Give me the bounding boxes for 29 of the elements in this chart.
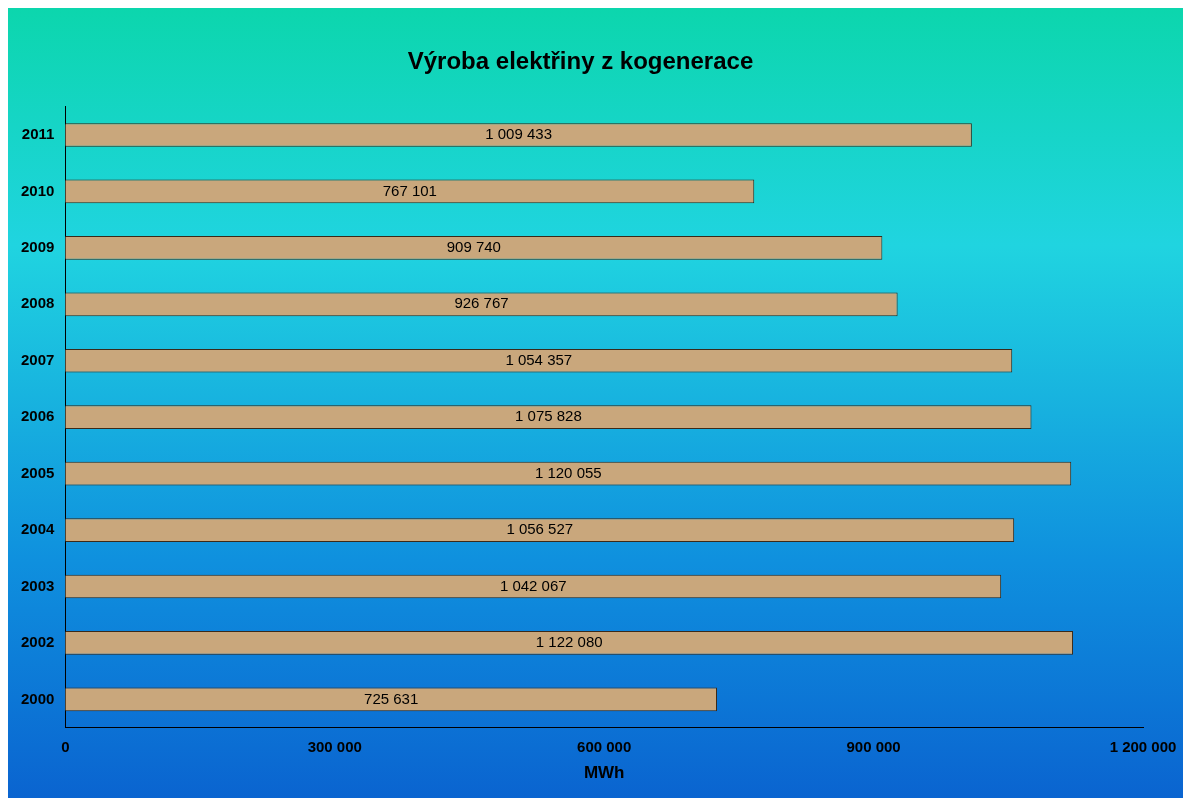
- data-label: 767 101: [382, 181, 437, 199]
- data-label: 909 740: [446, 238, 501, 256]
- x-axis-title: MWh: [583, 763, 625, 783]
- chart-title: Výroba elektřiny z kogenerace: [407, 47, 754, 75]
- x-tick-label: 300 000: [307, 737, 362, 755]
- data-label: 1 075 828: [515, 407, 582, 425]
- y-tick-label: 2005: [20, 463, 55, 481]
- y-tick-label: 2003: [20, 576, 55, 594]
- data-label: 1 122 080: [535, 633, 603, 651]
- y-tick-label: 2002: [20, 633, 55, 651]
- x-tick-label: 900 000: [846, 737, 901, 755]
- data-label: 926 767: [454, 294, 509, 312]
- x-tick-label: 0: [61, 737, 70, 755]
- x-tick-label: 600 000: [577, 737, 632, 755]
- data-label: 725 631: [364, 689, 419, 707]
- y-tick-label: 2000: [20, 689, 55, 707]
- y-tick-label: 2010: [20, 181, 55, 199]
- data-label: 1 042 067: [499, 576, 567, 594]
- y-tick-label: 2006: [20, 407, 55, 425]
- data-label: 1 009 433: [485, 125, 552, 143]
- y-tick-label: 2004: [20, 520, 56, 538]
- data-label: 1 120 055: [534, 463, 602, 481]
- y-tick-label: 2007: [20, 350, 55, 368]
- data-label: 1 056 527: [506, 520, 574, 538]
- x-tick-label: 1 200 000: [1109, 737, 1177, 755]
- y-tick-label: 2008: [20, 294, 55, 312]
- y-tick-label: 2009: [20, 238, 55, 256]
- y-tick-label: 2011: [21, 125, 55, 143]
- data-label: 1 054 357: [505, 350, 573, 368]
